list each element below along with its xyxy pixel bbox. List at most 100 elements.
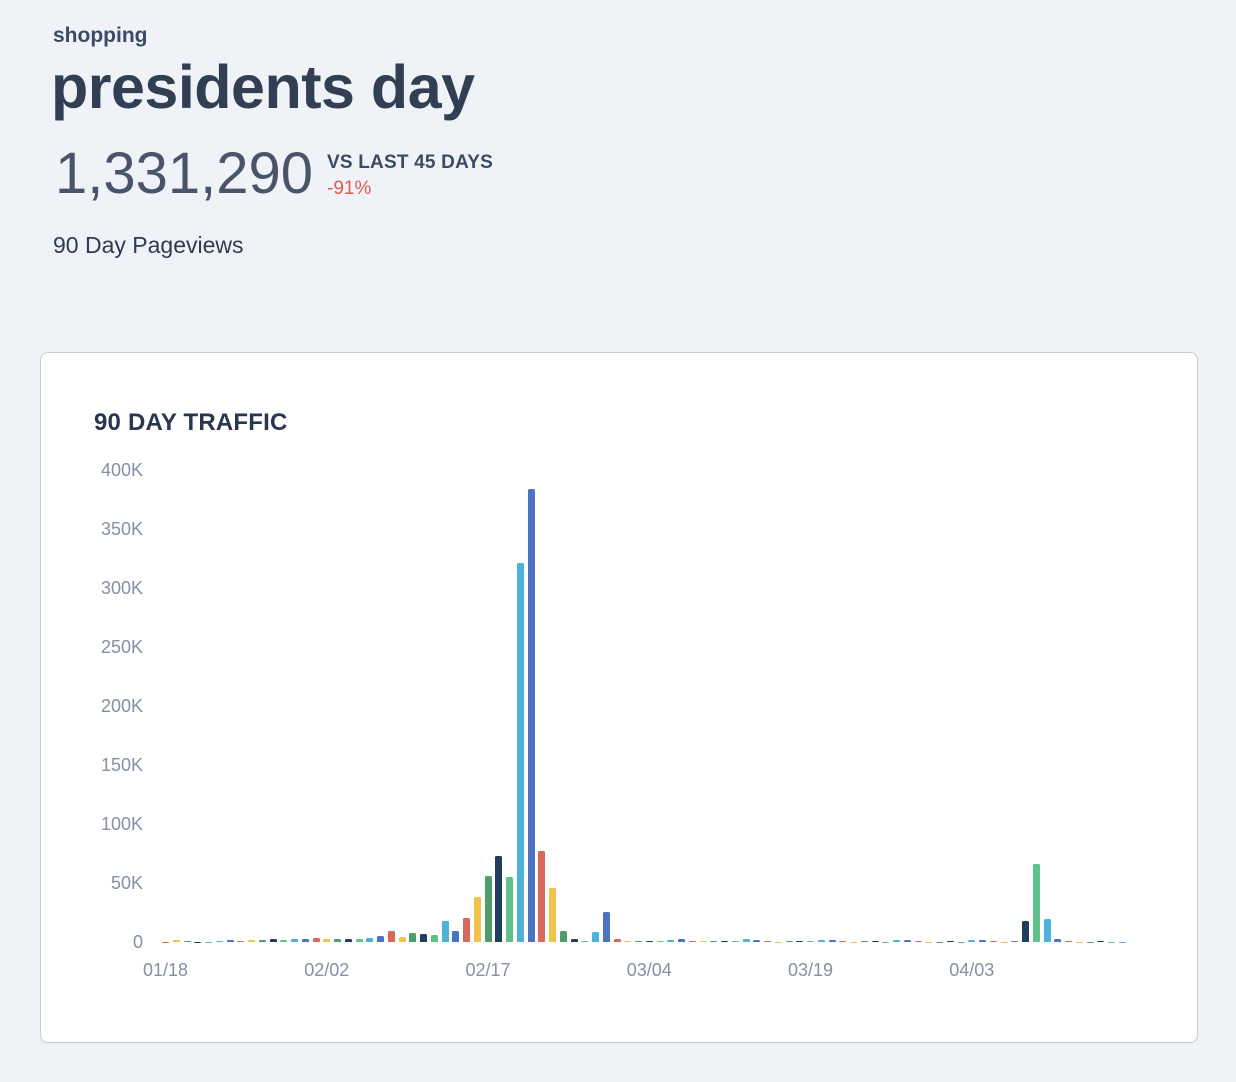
traffic-bar [635, 940, 642, 942]
traffic-bar [441, 921, 449, 942]
traffic-bar [248, 940, 255, 942]
traffic-bar [785, 941, 793, 942]
chart-title: 90 DAY TRAFFIC [94, 409, 288, 436]
traffic-bar [312, 938, 320, 942]
y-tick-label: 100K [100, 813, 143, 834]
y-tick-label: 150K [100, 754, 143, 775]
y-tick-label: 350K [100, 518, 143, 539]
traffic-bar [409, 932, 417, 942]
traffic-bar [344, 939, 352, 942]
traffic-bar [516, 562, 524, 942]
traffic-bar [860, 940, 868, 942]
traffic-bar [817, 939, 825, 942]
x-tick-label: 02/02 [304, 960, 350, 980]
traffic-bar [903, 940, 911, 942]
x-tick-label: 03/04 [626, 960, 672, 980]
traffic-bar [1065, 940, 1072, 942]
traffic-bar [946, 941, 954, 942]
traffic-bar [495, 855, 503, 942]
comparison-block: VS LAST 45 DAYS -91% [327, 144, 493, 200]
traffic-bar [323, 938, 331, 942]
traffic-bar [398, 936, 406, 942]
x-tick-label: 04/03 [949, 960, 995, 980]
traffic-bar [1011, 940, 1019, 942]
traffic-bar [871, 940, 879, 942]
traffic-bar [839, 941, 847, 942]
traffic-bar [1097, 940, 1105, 942]
traffic-bar [1054, 939, 1062, 942]
pageviews-subtitle: 90 Day Pageviews [53, 232, 244, 258]
traffic-bar [420, 934, 427, 942]
traffic-bar [463, 918, 470, 942]
traffic-bar [592, 932, 599, 942]
traffic-bar [570, 938, 578, 942]
traffic-bar [527, 488, 535, 942]
x-tick-label: 03/19 [787, 960, 834, 980]
pageviews-metric: 1,331,290 VS LAST 45 DAYS -91% [55, 144, 493, 203]
traffic-bar [828, 940, 836, 942]
traffic-bar [172, 940, 180, 942]
traffic-bar [796, 941, 804, 942]
traffic-bar [688, 940, 696, 942]
y-tick-label: 0 [132, 932, 143, 952]
traffic-bar [678, 939, 685, 942]
y-tick-label: 250K [100, 636, 143, 657]
traffic-bar [258, 940, 266, 942]
traffic-card: 90 DAY TRAFFIC 0 50K 100K 150K 200K 250K 300K 3… [40, 352, 1198, 1043]
traffic-bar [989, 941, 997, 942]
traffic-bar [452, 930, 460, 942]
traffic-bar [473, 897, 481, 942]
category-label: shopping [53, 24, 148, 47]
traffic-bar [280, 939, 288, 942]
traffic-bar [291, 939, 298, 942]
traffic-bar [764, 941, 771, 942]
traffic-bar [667, 939, 675, 942]
y-tick-label: 50K [110, 872, 143, 893]
traffic-bar [624, 940, 632, 942]
traffic-bar [387, 930, 395, 942]
traffic-bar [355, 939, 363, 942]
comparison-label: VS LAST 45 DAYS [327, 152, 493, 173]
traffic-bar [699, 941, 707, 942]
traffic-bar [914, 941, 922, 942]
traffic-bar [559, 931, 567, 942]
traffic-bar [183, 940, 191, 942]
traffic-bar [731, 940, 739, 942]
traffic-bar [968, 940, 976, 942]
traffic-bar [893, 940, 900, 942]
traffic-bar [237, 941, 245, 942]
comparison-delta: -91% [327, 177, 372, 199]
traffic-bar [506, 876, 513, 942]
traffic-bar [334, 939, 341, 942]
traffic-bar [807, 941, 814, 942]
pageviews-value: 1,331,290 [55, 141, 314, 206]
plot-area [162, 469, 1130, 942]
traffic-bar [377, 935, 384, 942]
traffic-bar [301, 938, 309, 942]
traffic-bar [602, 912, 610, 942]
x-tick-label: 02/17 [465, 960, 511, 980]
traffic-bar [226, 940, 234, 942]
x-tick-label: 01/18 [142, 960, 189, 980]
traffic-bar [549, 887, 556, 942]
y-tick-label: 400K [100, 459, 143, 480]
traffic-bar [1032, 863, 1040, 942]
traffic-bar [269, 939, 277, 942]
traffic-bar [366, 937, 374, 942]
y-tick-label: 200K [100, 695, 143, 716]
traffic-bar [581, 940, 589, 942]
traffic-bar [215, 940, 223, 942]
traffic-bar [1043, 918, 1051, 942]
traffic-bar [742, 939, 750, 942]
traffic-bar [645, 941, 653, 942]
traffic-bar [656, 941, 664, 942]
traffic-bar [430, 935, 438, 942]
traffic-bar [721, 940, 728, 942]
page-title: presidents day [51, 53, 475, 121]
traffic-bar [538, 851, 546, 942]
traffic-bar [1022, 920, 1029, 942]
traffic-bar [484, 875, 492, 942]
y-tick-label: 300K [100, 577, 143, 598]
traffic-bar [753, 939, 761, 942]
